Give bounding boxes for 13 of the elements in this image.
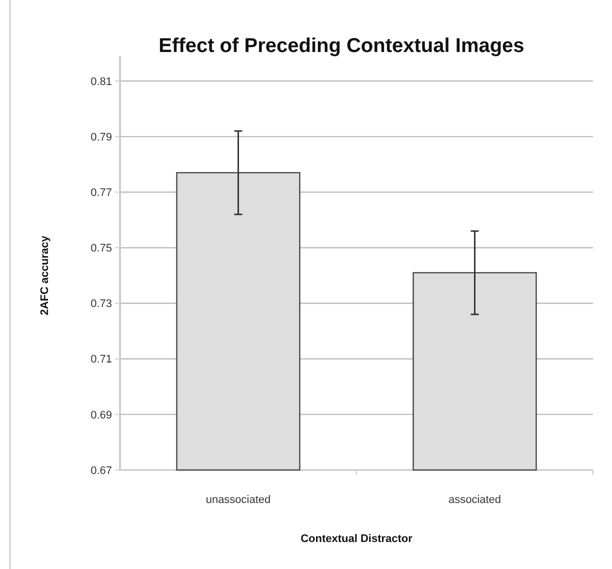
y-tick-label: 0.75 bbox=[90, 242, 112, 255]
y-tick-label: 0.79 bbox=[90, 131, 112, 144]
y-tick-label: 0.67 bbox=[90, 464, 112, 477]
y-tick-label: 0.69 bbox=[90, 409, 112, 422]
x-axis-title: Contextual Distractor bbox=[300, 533, 414, 545]
x-tick-label: associated bbox=[448, 494, 502, 506]
x-tick-label: unassociated bbox=[206, 494, 271, 506]
y-axis-title: 2AFC accuracy bbox=[39, 234, 51, 316]
chart-title: Effect of Preceding Contextual Images bbox=[158, 35, 524, 57]
y-tick-label: 0.77 bbox=[90, 186, 112, 199]
y-tick-label: 0.71 bbox=[90, 354, 112, 366]
y-tick-label: 0.81 bbox=[90, 76, 112, 88]
y-tick-label: 0.73 bbox=[90, 298, 112, 310]
